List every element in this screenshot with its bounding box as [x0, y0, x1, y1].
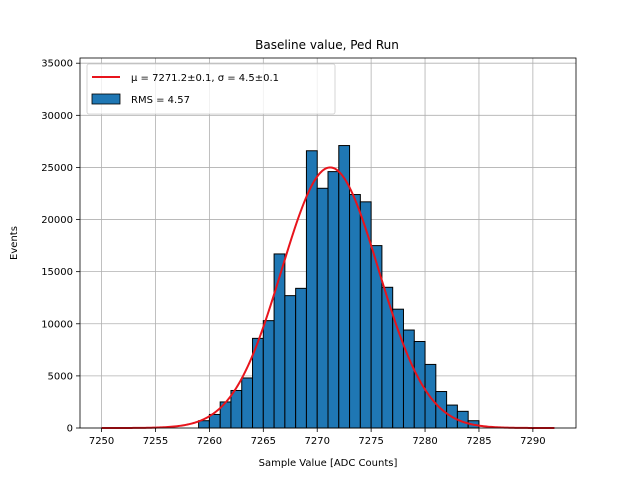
histogram-bar [349, 194, 361, 429]
x-tick-label: 7290 [520, 436, 545, 447]
histogram-bars [198, 145, 480, 429]
fit-curve [101, 166, 555, 429]
histogram-bar [295, 287, 307, 429]
x-tick-label: 7260 [197, 436, 222, 447]
histogram-bar [230, 389, 243, 429]
histogram-bar [284, 295, 297, 429]
legend: μ = 7271.2±0.1, σ = 4.5±0.1 RMS = 4.57 [86, 63, 336, 115]
x-tick-label: 7270 [304, 436, 329, 447]
x-tick-label: 7250 [89, 436, 114, 447]
y-tick-label: 10000 [41, 319, 73, 330]
axis-ticks: 7250 7255 7260 7265 7270 7275 7280 7285 7290 0 500… [41, 59, 545, 447]
axes-frame [79, 57, 577, 429]
x-tick-label: 7265 [251, 436, 276, 447]
legend-rms-label: RMS = 4.57 [131, 95, 190, 106]
y-tick-label: 35000 [41, 59, 73, 70]
x-axis-label: Sample Value [ADC Counts] [259, 458, 398, 469]
histogram-bar [241, 377, 254, 429]
histogram-bar [392, 308, 404, 429]
histogram-bar [359, 201, 372, 429]
x-tick-label: 7255 [143, 436, 168, 447]
histogram-bar [327, 171, 340, 429]
histogram-bar [262, 320, 275, 429]
y-axis-label: Events [9, 226, 20, 260]
x-tick-label: 7280 [412, 436, 437, 447]
y-tick-label: 25000 [41, 163, 73, 174]
chart-title: Baseline value, Ped Run [255, 38, 399, 52]
histogram-bar [413, 340, 426, 429]
legend-fit-label: μ = 7271.2±0.1, σ = 4.5±0.1 [131, 73, 279, 84]
legend-rms-swatch [91, 93, 121, 105]
legend-box [86, 63, 336, 115]
y-tick-label: 30000 [41, 111, 73, 122]
y-tick-label: 15000 [41, 267, 73, 278]
y-tick-label: 20000 [41, 215, 73, 226]
x-tick-label: 7275 [358, 436, 383, 447]
histogram-bar [338, 145, 351, 429]
histogram-bar [316, 187, 329, 429]
x-tick-label: 7285 [466, 436, 491, 447]
histogram-bar [402, 329, 415, 429]
histogram-bar [208, 413, 221, 429]
gaussian-fit [101, 166, 555, 429]
y-tick-label: 5000 [48, 371, 73, 382]
y-tick-label: 0 [67, 424, 73, 435]
